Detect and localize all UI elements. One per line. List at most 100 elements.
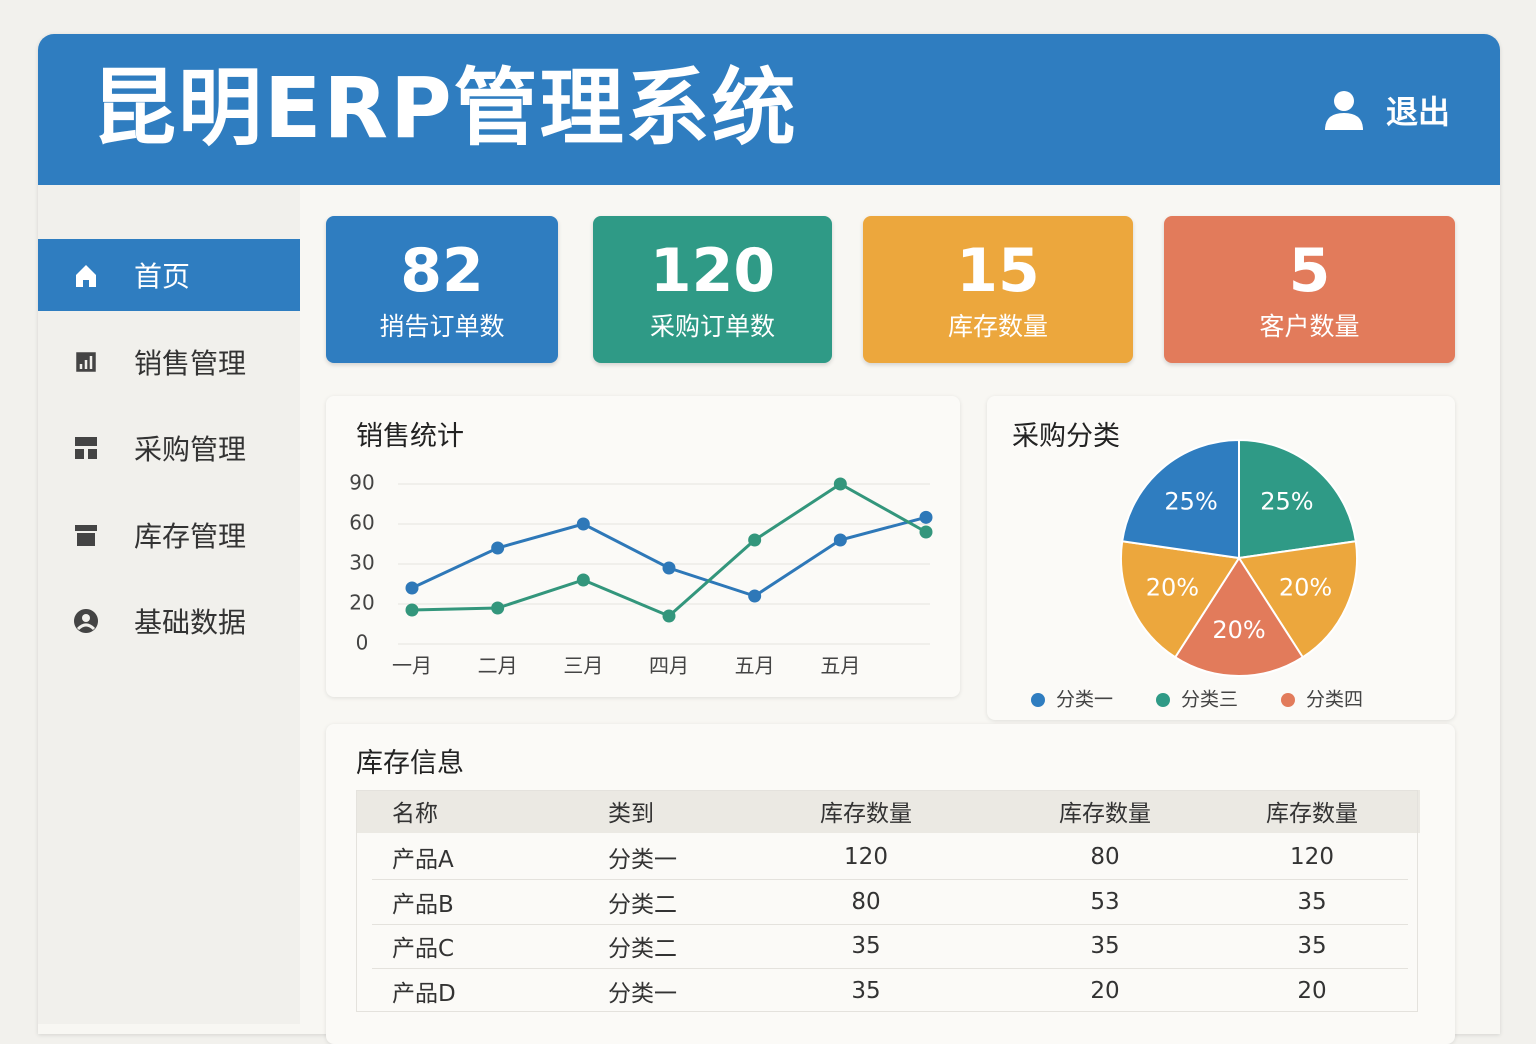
table-header-row [356, 790, 1420, 833]
table-cell: 产品D [392, 980, 456, 1007]
table-cell: 分类一 [608, 980, 677, 1007]
line-series [411, 515, 927, 598]
line-point [576, 517, 590, 531]
line-series [411, 482, 927, 618]
nav-label: 基础数据 [134, 606, 247, 639]
chart-title: 采购分类 [1012, 421, 1120, 452]
table-title: 库存信息 [356, 748, 464, 779]
nav-icon [75, 524, 97, 546]
table-cell: 20 [1297, 977, 1327, 1004]
y-tick-label: 20 [349, 591, 374, 615]
line-point [662, 609, 676, 623]
slice-label: 20% [1212, 616, 1265, 644]
nav-icon [73, 349, 99, 374]
line-point [491, 541, 505, 555]
stat-value: 15 [956, 236, 1040, 306]
sidebar [38, 185, 300, 1024]
row-divider [372, 968, 1408, 969]
table-cell: 53 [1090, 888, 1120, 915]
table-cell: 120 [1290, 844, 1334, 870]
pie-slice [1237, 540, 1358, 659]
line-point [405, 603, 419, 617]
stat-label: 捎告订单数 [379, 312, 505, 341]
table-cell: 产品B [392, 891, 454, 918]
slice-label: 20% [1279, 573, 1332, 601]
table-cell: 35 [1090, 933, 1120, 959]
logout-label: 退出 [1386, 93, 1451, 131]
y-tick-label: 90 [349, 471, 374, 495]
table-cell: 产品A [392, 847, 454, 873]
stat-card: 82 捎告订单数 [326, 216, 558, 363]
nav-item[interactable]: 采购管理 [38, 412, 300, 484]
stat-value: 82 [400, 236, 484, 306]
table-header: 类到 [608, 801, 654, 827]
table-cell: 35 [851, 977, 881, 1004]
line-point [491, 601, 505, 615]
table-header: 库存数量 [1266, 801, 1358, 827]
line-point [576, 573, 590, 587]
line-point [833, 477, 847, 491]
line-point [919, 510, 933, 524]
nav-label: 销售管理 [134, 346, 247, 380]
table-border [356, 790, 1418, 1012]
line-point [748, 589, 762, 603]
row-divider [372, 879, 1408, 880]
x-tick-label: 五月 [735, 654, 775, 678]
y-tick-label: 0 [356, 631, 369, 655]
table-header: 库存数量 [1059, 801, 1151, 827]
slice-label: 25% [1164, 488, 1217, 516]
line-chart-card [326, 396, 960, 697]
table-cell: 120 [844, 844, 888, 870]
app-title: 昆明ERP管理系统 [92, 59, 798, 157]
table-cell: 80 [851, 888, 881, 915]
nav-label: 库存管理 [134, 519, 247, 553]
table-cell: 20 [1090, 977, 1120, 1004]
stat-card: 120 采购订单数 [593, 216, 832, 363]
nav-item[interactable]: 首页 [38, 239, 300, 311]
slice-label: 25% [1260, 488, 1313, 516]
legend-label: 分类三 [1181, 689, 1238, 711]
x-tick-label: 一月 [392, 654, 432, 678]
line-point [662, 561, 676, 575]
stat-card: 15 库存数量 [863, 216, 1133, 363]
x-tick-label: 三月 [563, 654, 603, 678]
y-tick-label: 30 [349, 551, 374, 575]
nav-item[interactable]: 库存管理 [38, 499, 300, 571]
stat-card: 5 客户数量 [1164, 216, 1455, 363]
pie-slice [1238, 438, 1357, 560]
table-cell: 35 [1297, 888, 1327, 915]
logout-button[interactable]: 退出 [1322, 84, 1450, 136]
table-cell: 分类二 [608, 891, 677, 918]
legend-swatch [1156, 693, 1170, 707]
y-tick-label: 60 [349, 511, 374, 535]
legend-label: 分类一 [1056, 689, 1113, 711]
nav-item[interactable]: 基础数据 [38, 585, 300, 657]
nav-icon [75, 437, 97, 459]
pie-slice [1120, 540, 1241, 659]
nav-item[interactable]: 销售管理 [38, 326, 300, 398]
table-cell: 35 [851, 933, 881, 959]
table-header: 名称 [392, 801, 438, 827]
table-cell: 35 [1297, 933, 1327, 959]
stat-value: 5 [1288, 236, 1331, 306]
legend-swatch [1281, 693, 1295, 707]
pie-slice [1173, 556, 1305, 677]
nav-label: 首页 [134, 260, 191, 293]
line-point [748, 533, 762, 547]
nav-label: 采购管理 [134, 433, 247, 466]
table-cell: 分类二 [608, 936, 677, 962]
line-point [405, 581, 419, 595]
chart-title: 销售统计 [356, 421, 464, 452]
stat-value: 120 [649, 236, 776, 306]
nav-icon [74, 609, 99, 633]
legend-swatch [1031, 693, 1045, 707]
legend-label: 分类四 [1306, 689, 1363, 711]
table-cell: 80 [1090, 844, 1120, 870]
stat-label: 客户数量 [1259, 312, 1360, 341]
stat-label: 库存数量 [947, 312, 1048, 341]
table-header: 库存数量 [820, 801, 912, 827]
table-cell: 产品C [392, 936, 455, 962]
line-point [919, 525, 933, 539]
